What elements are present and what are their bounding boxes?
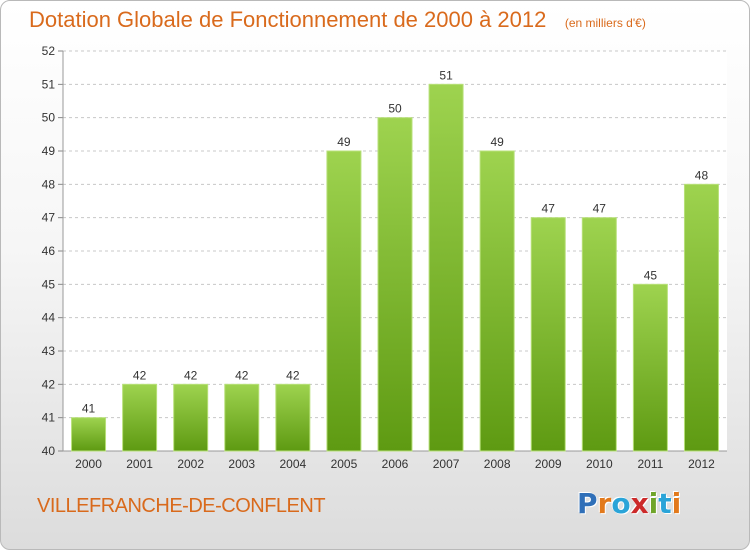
- commune-name: VILLEFRANCHE-DE-CONFLENT: [37, 495, 326, 517]
- bar: [683, 183, 719, 452]
- x-tick-label: 2008: [484, 457, 511, 471]
- bar: [173, 383, 209, 452]
- y-tick-label: 47: [42, 211, 56, 225]
- x-tick-label: 2000: [75, 457, 102, 471]
- chart-title: Dotation Globale de Fonctionnement de 20…: [29, 7, 547, 32]
- chart-unit: (en milliers d'€): [564, 16, 646, 30]
- data-label: 42: [286, 368, 300, 382]
- y-tick-label: 49: [42, 144, 56, 158]
- data-label: 49: [490, 135, 504, 149]
- x-tick-label: 2001: [126, 457, 153, 471]
- title-row: Dotation Globale de Fonctionnement de 20…: [29, 7, 646, 41]
- y-tick-label: 44: [42, 311, 56, 325]
- x-tick-label: 2009: [535, 457, 562, 471]
- logo-letter: i: [671, 487, 682, 520]
- x-tick-label: 2012: [688, 457, 715, 471]
- logo-letter: t: [658, 487, 672, 520]
- data-label: 42: [184, 368, 198, 382]
- x-tick-label: 2005: [331, 457, 358, 471]
- bar: [632, 283, 668, 452]
- data-label: 45: [644, 268, 658, 282]
- data-label: 47: [593, 202, 607, 216]
- x-tick-label: 2003: [228, 457, 255, 471]
- bar: [428, 83, 464, 452]
- logo-letter: i: [648, 487, 659, 520]
- x-tick-label: 2007: [433, 457, 460, 471]
- y-tick-label: 48: [42, 177, 56, 191]
- bar: [377, 117, 413, 452]
- bar: [122, 383, 158, 452]
- x-tick-label: 2010: [586, 457, 613, 471]
- y-tick-label: 51: [42, 77, 56, 91]
- bar: [581, 217, 617, 452]
- bar: [326, 150, 362, 452]
- data-label: 42: [235, 368, 249, 382]
- logo-letter: r: [597, 487, 612, 520]
- logo-letter: x: [630, 487, 649, 520]
- logo-letter: P: [577, 487, 598, 520]
- y-tick-label: 43: [42, 344, 56, 358]
- data-label: 47: [542, 202, 556, 216]
- proxiti-logo[interactable]: Proxiti: [577, 487, 681, 520]
- data-label: 51: [439, 68, 453, 82]
- y-tick-label: 45: [42, 277, 56, 291]
- y-tick-label: 50: [42, 111, 56, 125]
- y-tick-label: 41: [42, 411, 56, 425]
- x-tick-label: 2011: [637, 457, 663, 471]
- x-tick-label: 2006: [382, 457, 409, 471]
- data-label: 49: [337, 135, 351, 149]
- y-tick-label: 40: [42, 444, 56, 458]
- bar: [71, 417, 107, 452]
- bar: [224, 383, 260, 452]
- logo-letter: o: [611, 487, 631, 520]
- y-tick-label: 42: [42, 377, 56, 391]
- x-tick-label: 2004: [279, 457, 306, 471]
- bar: [530, 217, 566, 452]
- data-label: 50: [388, 102, 402, 116]
- bar: [479, 150, 515, 452]
- y-tick-label: 52: [42, 44, 56, 58]
- data-label: 41: [82, 402, 96, 416]
- x-tick-label: 2002: [177, 457, 204, 471]
- y-tick-label: 46: [42, 244, 56, 258]
- bar: [275, 383, 311, 452]
- data-label: 42: [133, 368, 147, 382]
- data-label: 48: [695, 168, 709, 182]
